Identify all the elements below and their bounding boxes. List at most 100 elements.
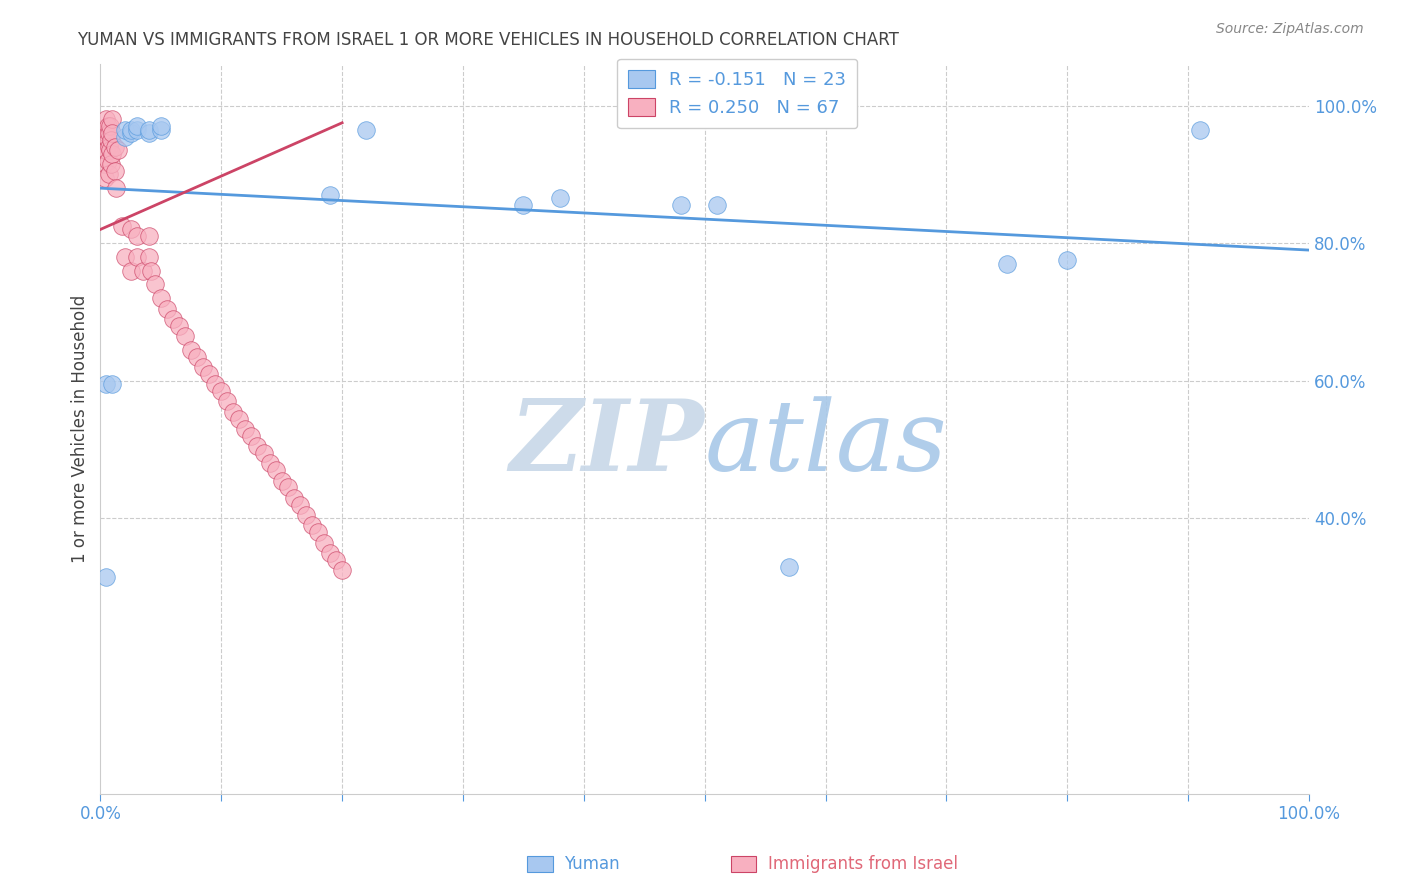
Point — [1056, 253, 1078, 268]
Point — [94, 144, 117, 158]
Point — [180, 343, 202, 357]
Point — [120, 126, 142, 140]
Point — [107, 144, 129, 158]
Point — [325, 552, 347, 566]
Point — [319, 546, 342, 560]
Point — [283, 491, 305, 505]
Point — [138, 250, 160, 264]
Point — [295, 508, 318, 522]
Point — [125, 229, 148, 244]
Point — [100, 157, 122, 171]
Point — [512, 198, 534, 212]
Point — [259, 457, 281, 471]
Point — [98, 120, 121, 134]
Text: Source: ZipAtlas.com: Source: ZipAtlas.com — [1216, 22, 1364, 37]
Point — [94, 170, 117, 185]
Y-axis label: 1 or more Vehicles in Household: 1 or more Vehicles in Household — [72, 295, 89, 563]
Point — [307, 525, 329, 540]
Point — [319, 188, 342, 202]
Point — [125, 120, 148, 134]
Point — [228, 411, 250, 425]
Point — [149, 122, 172, 136]
Point — [104, 140, 127, 154]
Text: ZIP: ZIP — [510, 395, 704, 491]
Point — [101, 377, 124, 392]
Point — [143, 277, 166, 292]
Point — [125, 250, 148, 264]
Point — [167, 318, 190, 333]
Point — [93, 157, 115, 171]
Point — [778, 559, 800, 574]
Point — [162, 312, 184, 326]
Point — [96, 144, 118, 158]
Point — [246, 439, 269, 453]
Point — [149, 291, 172, 305]
Point — [1189, 122, 1212, 136]
Point — [235, 422, 257, 436]
Point — [114, 122, 136, 136]
Point — [120, 264, 142, 278]
Point — [120, 222, 142, 236]
Point — [138, 126, 160, 140]
Point — [97, 133, 120, 147]
Point — [198, 367, 221, 381]
Point — [204, 377, 226, 392]
Text: atlas: atlas — [704, 396, 948, 491]
Point — [252, 446, 274, 460]
Point — [138, 122, 160, 136]
Point — [191, 360, 214, 375]
Point — [277, 481, 299, 495]
Point — [100, 133, 122, 147]
Text: Yuman: Yuman — [564, 855, 620, 873]
Point — [97, 120, 120, 134]
Point — [548, 192, 571, 206]
Point — [156, 301, 179, 316]
Bar — [527, 856, 553, 872]
Point — [96, 126, 118, 140]
Point — [96, 112, 118, 127]
Point — [995, 257, 1018, 271]
Point — [288, 498, 311, 512]
Point — [669, 198, 692, 212]
Point — [96, 570, 118, 584]
Point — [101, 112, 124, 127]
Point — [312, 535, 335, 549]
Bar — [731, 856, 756, 872]
Point — [330, 563, 353, 577]
Text: YUMAN VS IMMIGRANTS FROM ISRAEL 1 OR MORE VEHICLES IN HOUSEHOLD CORRELATION CHAR: YUMAN VS IMMIGRANTS FROM ISRAEL 1 OR MOR… — [77, 31, 900, 49]
Point — [186, 350, 208, 364]
Point — [217, 394, 239, 409]
Point — [301, 518, 323, 533]
Point — [96, 377, 118, 392]
Point — [101, 146, 124, 161]
Point — [114, 129, 136, 144]
Point — [97, 168, 120, 182]
Point — [149, 120, 172, 134]
Point — [93, 129, 115, 144]
Point — [240, 429, 263, 443]
Point — [105, 181, 128, 195]
Point — [97, 140, 120, 154]
Point — [139, 264, 162, 278]
Point — [120, 122, 142, 136]
Point — [356, 122, 378, 136]
Legend: R = -0.151   N = 23, R = 0.250   N = 67: R = -0.151 N = 23, R = 0.250 N = 67 — [617, 59, 858, 128]
Point — [706, 198, 728, 212]
Point — [270, 474, 292, 488]
Text: Immigrants from Israel: Immigrants from Israel — [768, 855, 957, 873]
Point — [111, 219, 134, 233]
Point — [209, 384, 232, 399]
Point — [101, 126, 124, 140]
Point — [222, 405, 245, 419]
Point — [125, 122, 148, 136]
Point — [97, 153, 120, 168]
Point — [131, 264, 153, 278]
Point — [138, 229, 160, 244]
Point — [97, 126, 120, 140]
Point — [114, 250, 136, 264]
Point — [104, 164, 127, 178]
Point — [264, 463, 287, 477]
Point — [174, 329, 197, 343]
Point — [98, 144, 121, 158]
Point — [94, 122, 117, 136]
